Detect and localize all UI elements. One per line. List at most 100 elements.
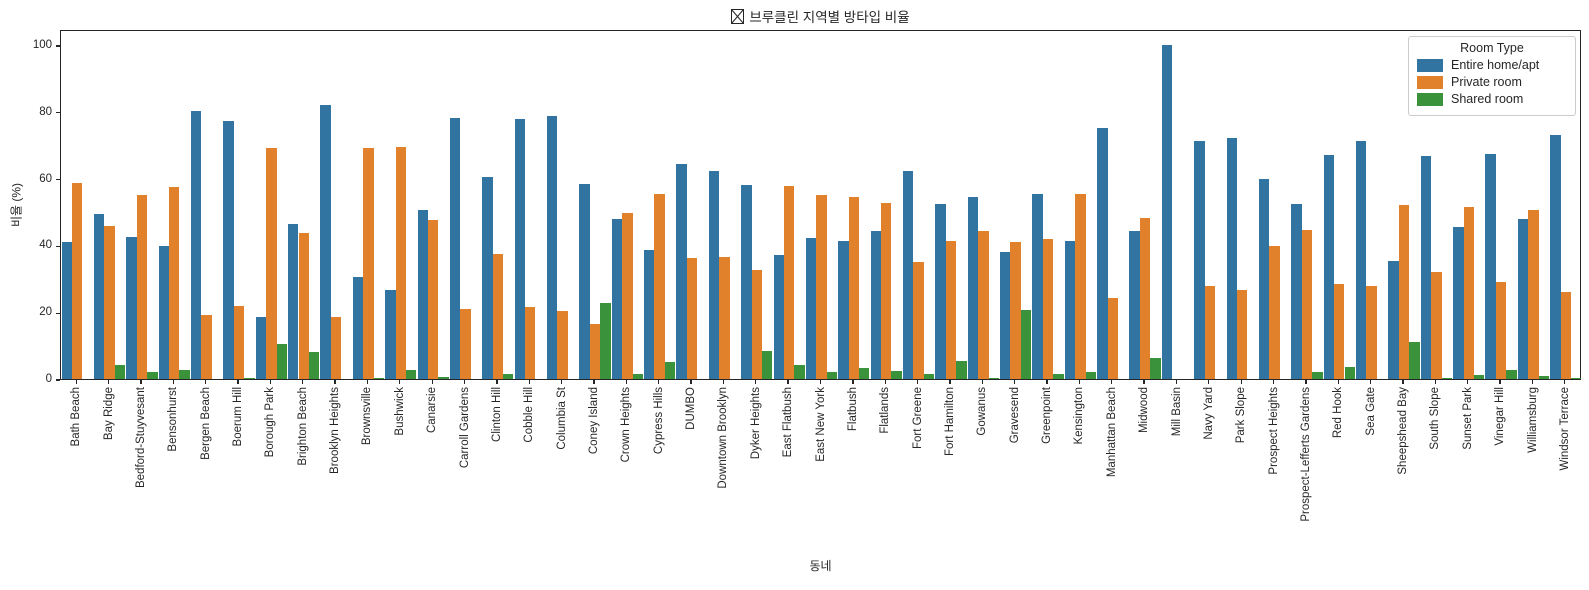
y-tick-label: 60 (39, 172, 52, 185)
bar-private-room-prospect-heights (1269, 246, 1280, 379)
x-tick-label-east-new-york: East New York (814, 387, 827, 462)
bar-entire-home-apt-sunset-park (1453, 227, 1464, 379)
bar-shared-room-flatlands (891, 370, 902, 379)
bar-entire-home-apt-east-flatbush (773, 255, 784, 379)
bar-shared-room-bay-ridge (114, 365, 126, 379)
x-tick-label-brooklyn-heights: Brooklyn Heights (329, 387, 342, 474)
bar-private-room-bedford-stuyvesant (136, 195, 148, 379)
bar-entire-home-apt-midwood (1129, 231, 1140, 379)
bar-entire-home-apt-bath-beach (61, 242, 72, 379)
bar-private-room-clinton-hill (492, 254, 504, 379)
bar-entire-home-apt-windsor-terrace (1550, 135, 1561, 379)
x-tick-label-downtown-brooklyn: Downtown Brooklyn (717, 387, 730, 489)
x-tick-mark (1111, 380, 1113, 384)
bar-private-room-gravesend (1010, 242, 1021, 379)
x-tick-mark (1402, 380, 1404, 384)
x-tick-mark (722, 380, 725, 384)
x-tick-label-bushwick: Bushwick (393, 387, 406, 436)
bar-private-room-bergen-beach (201, 314, 212, 379)
bar-entire-home-apt-red-hook (1323, 154, 1335, 379)
bar-entire-home-apt-canarsie (417, 209, 428, 379)
bar-entire-home-apt-carroll-gardens (449, 118, 461, 379)
x-tick-label-navy-yard: Navy Yard (1202, 387, 1215, 440)
x-tick-label-sheepshead-bay: Sheepshead Bay (1397, 387, 1409, 475)
bar-shared-room-greenpoint (1053, 373, 1064, 379)
y-tick-label: 40 (39, 239, 52, 252)
x-tick-label-dumbo: DUMBO (685, 387, 698, 430)
bar-private-room-cypress-hills (654, 194, 665, 379)
bar-private-room-carroll-gardens (460, 308, 471, 379)
x-tick-mark (1143, 380, 1145, 384)
bar-shared-room-borough-park (276, 343, 287, 379)
x-tick-label-boerum-hill: Boerum Hill (232, 387, 244, 447)
x-tick-label-bath-beach: Bath Beach (70, 387, 83, 447)
x-tick-label-flatlands: Flatlands (879, 387, 892, 434)
x-tick-mark (1564, 380, 1566, 384)
legend-title: Room Type (1460, 41, 1524, 55)
bar-shared-room-gravesend (1020, 310, 1032, 379)
bar-shared-room-sheepshead-bay (1409, 342, 1420, 379)
legend-entry-private-room: Private room (1417, 75, 1567, 89)
bar-entire-home-apt-flatlands (870, 230, 881, 379)
bar-entire-home-apt-cypress-hills (644, 250, 655, 379)
x-tick-label-williamsburg: Williamsburg (1526, 387, 1539, 453)
missing-glyph-icon (731, 8, 745, 24)
x-tick-mark (755, 380, 757, 384)
bar-shared-room-crown-heights (632, 374, 643, 379)
x-tick-mark (560, 380, 563, 384)
bar-entire-home-apt-prospect-lefferts-gardens (1291, 204, 1302, 379)
bar-entire-home-apt-flatbush (838, 240, 849, 379)
x-tick-mark (884, 380, 886, 384)
bar-private-room-brownsville (363, 148, 374, 379)
legend-swatch-private-room (1417, 75, 1443, 89)
y-tick-label: 20 (39, 306, 52, 319)
chart-title-text: 브루클린 지역별 방타입 비율 (749, 10, 910, 25)
bar-private-room-fort-greene (913, 261, 924, 379)
x-tick-mark (593, 380, 595, 384)
bar-shared-room-red-hook (1344, 367, 1355, 379)
bar-entire-home-apt-park-slope (1226, 137, 1237, 379)
bar-entire-home-apt-bensonhurst (158, 246, 170, 379)
bar-private-room-flatbush (848, 197, 860, 379)
x-tick-mark (140, 380, 142, 384)
bar-private-room-bushwick (395, 146, 406, 379)
bar-entire-home-apt-fort-hamilton (935, 204, 946, 379)
bar-entire-home-apt-clinton-hill (482, 177, 493, 379)
bar-entire-home-apt-dumbo (676, 164, 687, 379)
bar-shared-room-east-flatbush (794, 364, 805, 379)
x-tick-label-kensington: Kensington (1073, 387, 1086, 445)
bar-private-room-fort-hamilton (945, 241, 957, 379)
bar-private-room-columbia-st (557, 310, 568, 379)
x-tick-mark (1078, 380, 1081, 384)
bar-entire-home-apt-cobble-hill (514, 118, 526, 379)
bar-private-room-brighton-beach (298, 233, 309, 379)
bar-entire-home-apt-dyker-heights (741, 185, 752, 379)
bar-private-room-east-flatbush (783, 185, 795, 379)
x-tick-label-dyker-heights: Dyker Heights (749, 387, 762, 460)
bar-shared-room-vinegar-hill (1506, 370, 1517, 379)
legend-swatch-entire-home-apt (1417, 58, 1443, 72)
x-tick-label-manhattan-beach: Manhattan Beach (1105, 387, 1118, 478)
bar-shared-room-williamsburg (1538, 376, 1550, 379)
bar-private-room-sea-gate (1366, 285, 1377, 379)
bar-shared-room-bedford-stuyvesant (147, 371, 158, 379)
y-tick-label: 0 (45, 373, 52, 385)
bar-shared-room-gowanus (988, 377, 999, 379)
bar-private-room-navy-yard (1204, 286, 1216, 379)
x-tick-mark (334, 380, 336, 384)
bar-private-room-flatlands (881, 203, 892, 379)
x-tick-mark (852, 380, 854, 384)
y-tick-mark (56, 178, 60, 181)
x-tick-label-coney-island: Coney Island (588, 387, 600, 455)
x-tick-mark (399, 380, 401, 384)
bar-private-room-boerum-hill (233, 305, 245, 379)
y-tick-mark (56, 312, 60, 314)
bar-private-room-bensonhurst (169, 187, 180, 379)
bar-entire-home-apt-fort-greene (902, 170, 914, 379)
bar-private-room-midwood (1139, 218, 1151, 379)
bar-shared-room-bushwick (406, 370, 417, 379)
y-tick-label: 80 (39, 105, 52, 118)
x-tick-mark (625, 380, 627, 384)
x-tick-mark (1305, 380, 1307, 384)
y-tick-label: 100 (32, 39, 52, 51)
